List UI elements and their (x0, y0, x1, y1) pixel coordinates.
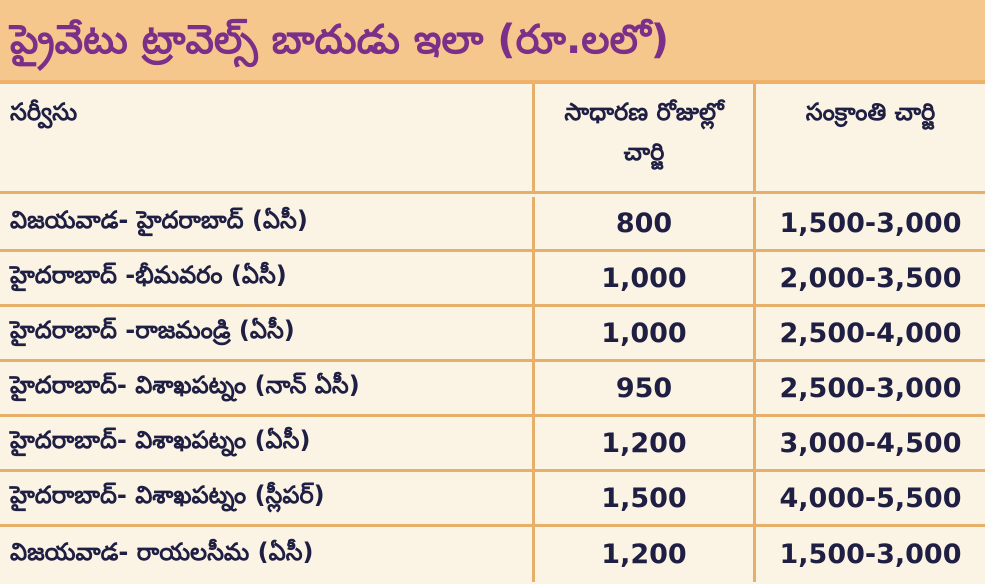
sankranti-fare: 2,000-3,500 (779, 262, 962, 294)
title-banner: ప్రైవేటు ట్రావెల్స్ బాదుడు ఇలా (రూ.లలో) (0, 0, 985, 84)
sankranti-fare-cell: 1,500-3,000 (753, 197, 985, 249)
normal-fare-cell: 1,200 (532, 527, 753, 582)
normal-fare-cell: 950 (532, 362, 753, 414)
service-name: హైదరాబాద్- విశాఖపట్నం (నాన్ ఏసీ) (10, 371, 360, 399)
normal-fare: 800 (615, 207, 673, 239)
sankranti-fare-cell: 4,000-5,500 (753, 472, 985, 524)
normal-fare-cell: 1,000 (532, 307, 753, 359)
fare-table: సర్వీసు సాధారణ రోజుల్లో చార్జి సంక్రాంతి… (0, 84, 985, 584)
table-title: ప్రైవేటు ట్రావెల్స్ బాదుడు ఇలా (రూ.లలో) (10, 17, 670, 63)
sankranti-fare-cell: 1,500-3,000 (753, 527, 985, 582)
header-sankranti-fare-text: సంక్రాంతి చార్జి (805, 98, 936, 126)
service-name: హైదరాబాద్ -రాజమండ్రి (ఏసీ) (10, 316, 295, 344)
normal-fare-cell: 1,200 (532, 417, 753, 469)
sankranti-fare: 1,500-3,000 (779, 539, 962, 570)
normal-fare-cell: 1,500 (532, 472, 753, 524)
sankranti-fare-cell: 2,500-3,000 (753, 362, 985, 414)
sankranti-fare: 3,000-4,500 (779, 427, 962, 459)
normal-fare: 1,200 (601, 427, 687, 459)
normal-fare: 1,000 (601, 317, 687, 349)
table-row: హైదరాబాద్- విశాఖపట్నం (ఏసీ) 1,200 3,000-… (0, 417, 985, 472)
table-row: హైదరాబాద్ -రాజమండ్రి (ఏసీ) 1,000 2,500-4… (0, 307, 985, 362)
header-normal-fare: సాధారణ రోజుల్లో చార్జి (532, 84, 753, 191)
sankranti-fare: 2,500-3,000 (779, 372, 962, 404)
normal-fare: 950 (615, 372, 673, 404)
header-sankranti-fare: సంక్రాంతి చార్జి (753, 84, 985, 191)
sankranti-fare: 1,500-3,000 (779, 207, 962, 239)
table-row: హైదరాబాద్- విశాఖపట్నం (నాన్ ఏసీ) 950 2,5… (0, 362, 985, 417)
sankranti-fare: 4,000-5,500 (779, 482, 962, 514)
service-cell: హైదరాబాద్ -భీమవరం (ఏసీ) (0, 252, 532, 304)
service-cell: విజయవాడ- హైదరాబాద్ (ఏసీ) (0, 197, 532, 249)
service-name: హైదరాబాద్ -భీమవరం (ఏసీ) (10, 261, 287, 289)
sankranti-fare-cell: 2,500-4,000 (753, 307, 985, 359)
sankranti-fare: 2,500-4,000 (779, 317, 962, 349)
header-normal-fare-text: సాధారణ రోజుల్లో చార్జి (564, 98, 724, 166)
service-name: హైదరాబాద్- విశాఖపట్నం (స్లీపర్) (10, 481, 325, 509)
sankranti-fare-cell: 3,000-4,500 (753, 417, 985, 469)
service-cell: హైదరాబాద్- విశాఖపట్నం (స్లీపర్) (0, 472, 532, 524)
service-name: విజయవాడ- రాయలసీమ (ఏసీ) (10, 537, 314, 566)
service-name: హైదరాబాద్- విశాఖపట్నం (ఏసీ) (10, 426, 311, 454)
table-row: విజయవాడ- హైదరాబాద్ (ఏసీ) 800 1,500-3,000 (0, 197, 985, 252)
service-cell: హైదరాబాద్- విశాఖపట్నం (నాన్ ఏసీ) (0, 362, 532, 414)
table-row: విజయవాడ- రాయలసీమ (ఏసీ) 1,200 1,500-3,000 (0, 527, 985, 582)
table-row: హైదరాబాద్- విశాఖపట్నం (స్లీపర్) 1,500 4,… (0, 472, 985, 527)
normal-fare: 1,200 (601, 539, 687, 570)
normal-fare-cell: 1,000 (532, 252, 753, 304)
service-name: విజయవాడ- హైదరాబాద్ (ఏసీ) (10, 206, 308, 234)
normal-fare: 1,500 (601, 482, 687, 514)
service-cell: విజయవాడ- రాయలసీమ (ఏసీ) (0, 527, 532, 582)
table-row: హైదరాబాద్ -భీమవరం (ఏసీ) 1,000 2,000-3,50… (0, 252, 985, 307)
table-header-row: సర్వీసు సాధారణ రోజుల్లో చార్జి సంక్రాంతి… (0, 84, 985, 194)
normal-fare-cell: 800 (532, 197, 753, 249)
sankranti-fare-cell: 2,000-3,500 (753, 252, 985, 304)
service-cell: హైదరాబాద్- విశాఖపట్నం (ఏసీ) (0, 417, 532, 469)
normal-fare: 1,000 (601, 262, 687, 294)
service-cell: హైదరాబాద్ -రాజమండ్రి (ఏసీ) (0, 307, 532, 359)
header-service: సర్వీసు (10, 98, 78, 126)
